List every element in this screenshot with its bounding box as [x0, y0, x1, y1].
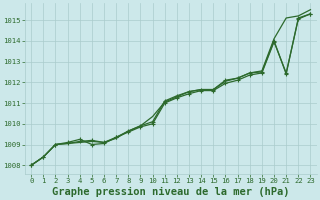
X-axis label: Graphe pression niveau de la mer (hPa): Graphe pression niveau de la mer (hPa)	[52, 186, 290, 197]
